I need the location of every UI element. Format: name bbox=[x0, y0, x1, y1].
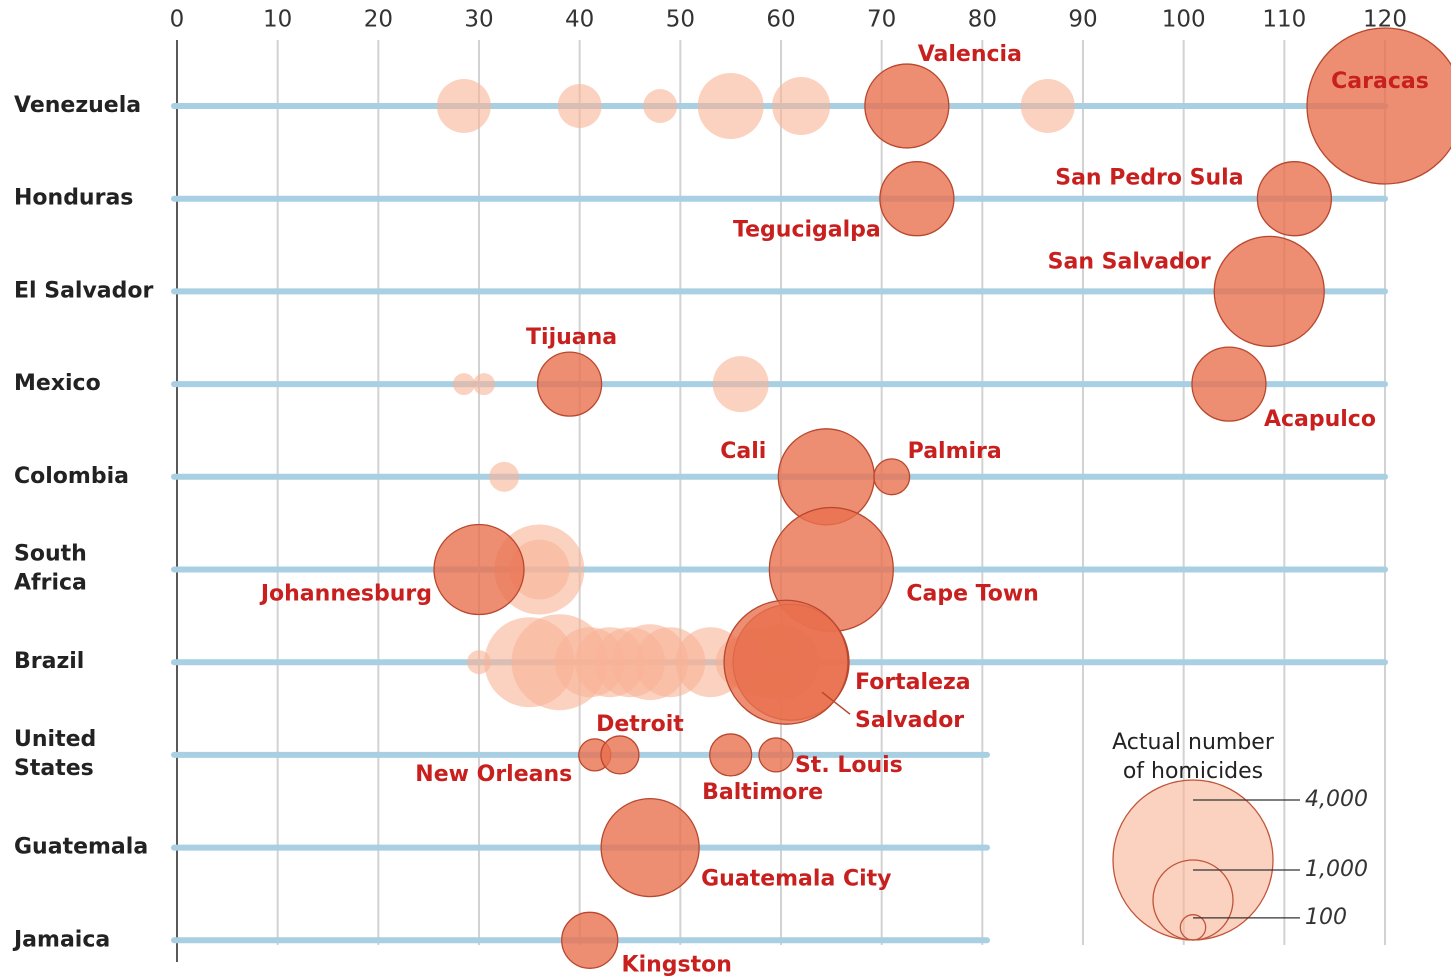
highlight-bubble bbox=[600, 735, 640, 775]
bubble-label: Palmira bbox=[908, 439, 1002, 464]
grid: 0 10 20 30 40 50 60 70 80 90 100 110 120 bbox=[170, 7, 1407, 962]
highlight-bubble bbox=[1256, 161, 1333, 237]
row-label: Mexico bbox=[14, 371, 101, 396]
highlight-bubble bbox=[1213, 235, 1325, 348]
legend-value: 1,000 bbox=[1305, 857, 1368, 882]
highlight-bubble bbox=[723, 599, 849, 725]
highlight-bubble bbox=[433, 523, 525, 616]
row-label: Jamaica bbox=[12, 927, 110, 952]
bubble bbox=[1020, 79, 1075, 133]
bubble-label: Baltimore bbox=[702, 780, 823, 805]
bubble bbox=[772, 77, 831, 135]
bubble-label: Valencia bbox=[918, 42, 1022, 67]
highlight-bubble bbox=[873, 458, 911, 496]
row-label: Brazil bbox=[14, 649, 84, 674]
bubble bbox=[436, 79, 491, 133]
highlight-bubbles bbox=[433, 27, 1451, 969]
leader-line bbox=[821, 691, 851, 715]
bubble-label: St. Louis bbox=[795, 753, 903, 778]
x-tick-label: 110 bbox=[1262, 7, 1306, 33]
row-label: United States bbox=[14, 727, 96, 781]
bubble-label: Cali bbox=[720, 439, 766, 464]
x-tick-label: 40 bbox=[565, 7, 594, 33]
highlight-bubble bbox=[561, 911, 619, 969]
x-tick-label: 10 bbox=[263, 7, 292, 33]
bubble-label: San Pedro Sula bbox=[1055, 166, 1243, 191]
x-tick-label: 50 bbox=[666, 7, 695, 33]
bubble bbox=[557, 84, 602, 128]
bubble-label: Johannesburg bbox=[259, 582, 432, 607]
bubble bbox=[509, 539, 570, 600]
highlight-bubble bbox=[1191, 346, 1267, 422]
bubble bbox=[712, 356, 769, 413]
bubble-label: San Salvador bbox=[1048, 249, 1211, 274]
highlight-bubble bbox=[758, 737, 794, 773]
x-tick-label: 70 bbox=[867, 7, 896, 33]
bubble-label: Caracas bbox=[1331, 69, 1429, 94]
bubble-label: Detroit bbox=[596, 712, 684, 737]
legend-bubble bbox=[1179, 914, 1207, 941]
legend-title: Actual number of homicides bbox=[1112, 730, 1275, 784]
row-label: Guatemala bbox=[14, 835, 148, 860]
row-label: El Salvador bbox=[14, 278, 154, 303]
bubble-label: Salvador bbox=[855, 708, 964, 733]
x-tick-label: 20 bbox=[364, 7, 393, 33]
row-label: Honduras bbox=[14, 186, 133, 211]
highlight-bubble bbox=[709, 733, 753, 777]
bubble bbox=[452, 373, 475, 396]
bubble-label: Tijuana bbox=[526, 325, 617, 350]
x-tick-label: 80 bbox=[968, 7, 997, 33]
bubble-label: Fortaleza bbox=[855, 670, 971, 695]
bubble bbox=[489, 461, 520, 492]
x-tick-label: 100 bbox=[1162, 7, 1206, 33]
bubble-label: Kingston bbox=[622, 952, 732, 977]
x-tick-label: 60 bbox=[766, 7, 795, 33]
bubble bbox=[473, 373, 495, 396]
highlight-bubble bbox=[879, 161, 955, 237]
labels: Valencia Caracas Tegucigalpa San Pedro Sula… bbox=[259, 42, 1429, 977]
legend-value: 4,000 bbox=[1305, 787, 1368, 812]
x-tick-label: 90 bbox=[1068, 7, 1097, 33]
row-label: Venezuela bbox=[14, 93, 141, 118]
highlight-bubble bbox=[600, 797, 700, 898]
x-tick-label: 0 bbox=[170, 7, 185, 33]
bubble-label: New Orleans bbox=[415, 762, 572, 787]
bubble-label: Guatemala City bbox=[701, 867, 891, 892]
bubble-label: Tegucigalpa bbox=[733, 218, 881, 243]
row-label: Colombia bbox=[14, 464, 129, 489]
bubble-label: Cape Town bbox=[906, 582, 1039, 607]
bubble bbox=[643, 89, 678, 123]
highlight-bubble bbox=[536, 351, 603, 417]
bubble-label: Acapulco bbox=[1264, 407, 1376, 432]
row-label: South Africa bbox=[14, 542, 87, 596]
highlight-bubble bbox=[864, 63, 950, 149]
legend-value: 100 bbox=[1305, 905, 1347, 930]
x-tick-label: 30 bbox=[464, 7, 493, 33]
highlight-bubble bbox=[1306, 27, 1451, 185]
bubble bbox=[697, 73, 764, 139]
